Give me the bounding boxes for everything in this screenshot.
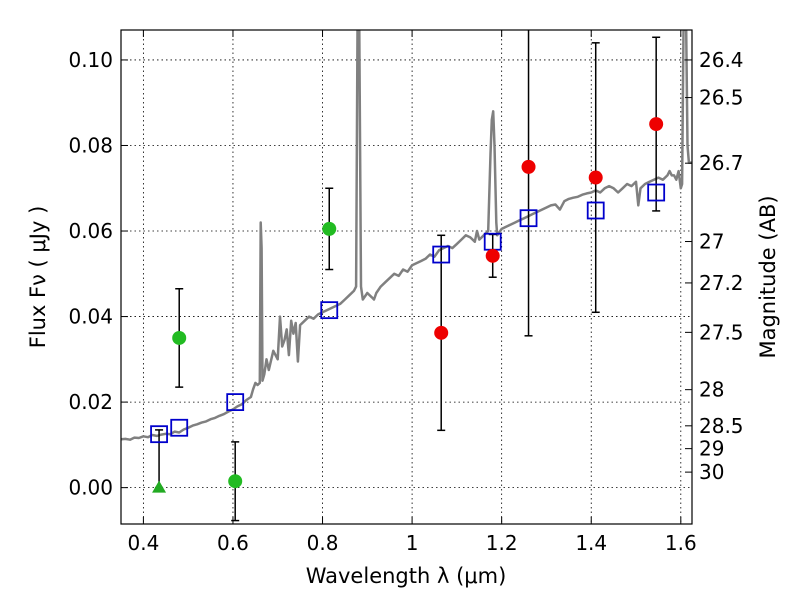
x-tick-label: 1.4 bbox=[575, 531, 607, 555]
y-tick-label: 0.04 bbox=[68, 305, 113, 329]
y-axis-label: Flux Fν ( μJy ) bbox=[26, 206, 50, 349]
magnitude-tick-label: 28.5 bbox=[699, 414, 744, 438]
y-axis: 0.00 0.02 0.04 0.06 0.08 0.10 bbox=[68, 48, 128, 500]
x-axis: 0.4 0.6 0.8 1 1.2 1.4 1.6 bbox=[127, 30, 697, 555]
spectrum-line bbox=[121, 30, 692, 441]
x-tick-label: 0.8 bbox=[307, 531, 339, 555]
magnitude-tick-label: 29 bbox=[699, 437, 724, 461]
y-tick-label: 0.10 bbox=[68, 48, 113, 72]
x-axis-label: Wavelength λ (μm) bbox=[306, 564, 507, 588]
y-tick-label: 0.06 bbox=[68, 219, 113, 243]
marker-layer bbox=[150, 117, 666, 493]
y-tick-label: 0.00 bbox=[68, 476, 113, 500]
plot-frame bbox=[120, 29, 693, 525]
x-tick-label: 1.2 bbox=[486, 531, 518, 555]
magnitude-axis-label: Magnitude (AB) bbox=[756, 195, 780, 358]
data-point bbox=[485, 248, 500, 263]
photometry-square bbox=[170, 418, 189, 437]
photometry-square bbox=[432, 245, 451, 264]
magnitude-tick-label: 26.7 bbox=[699, 151, 744, 175]
x-tick-label: 0.4 bbox=[127, 531, 159, 555]
photometry-square bbox=[320, 301, 339, 320]
x-tick-label: 0.6 bbox=[217, 531, 249, 555]
magnitude-tick-label: 27.2 bbox=[699, 271, 744, 295]
magnitude-tick-label: 26.5 bbox=[699, 86, 744, 110]
upper-limit-triangle bbox=[152, 480, 167, 493]
photometry-square bbox=[519, 209, 538, 228]
photometry-square bbox=[647, 183, 666, 202]
magnitude-tick-label: 27 bbox=[699, 230, 724, 254]
spectrum-layer bbox=[121, 30, 692, 441]
data-point bbox=[228, 474, 243, 489]
x-tick-label: 1 bbox=[406, 531, 419, 555]
magnitude-tick-label: 28 bbox=[699, 378, 724, 402]
y-tick-label: 0.08 bbox=[68, 133, 113, 157]
data-point bbox=[172, 330, 187, 345]
magnitude-tick-label: 27.5 bbox=[699, 320, 744, 344]
data-point bbox=[588, 170, 603, 185]
y-tick-label: 0.02 bbox=[68, 390, 113, 414]
x-tick-label: 1.6 bbox=[665, 531, 697, 555]
photometry-square bbox=[226, 393, 245, 412]
data-point bbox=[434, 325, 449, 340]
data-point bbox=[521, 159, 536, 174]
errorbar-layer bbox=[155, 30, 661, 522]
data-point bbox=[649, 117, 664, 132]
data-point bbox=[322, 221, 337, 236]
magnitude-tick-label: 30 bbox=[699, 460, 724, 484]
grid bbox=[121, 30, 692, 524]
photometry-square bbox=[150, 425, 168, 444]
photometry-square bbox=[586, 201, 605, 220]
magnitude-tick-label: 26.4 bbox=[699, 48, 744, 72]
